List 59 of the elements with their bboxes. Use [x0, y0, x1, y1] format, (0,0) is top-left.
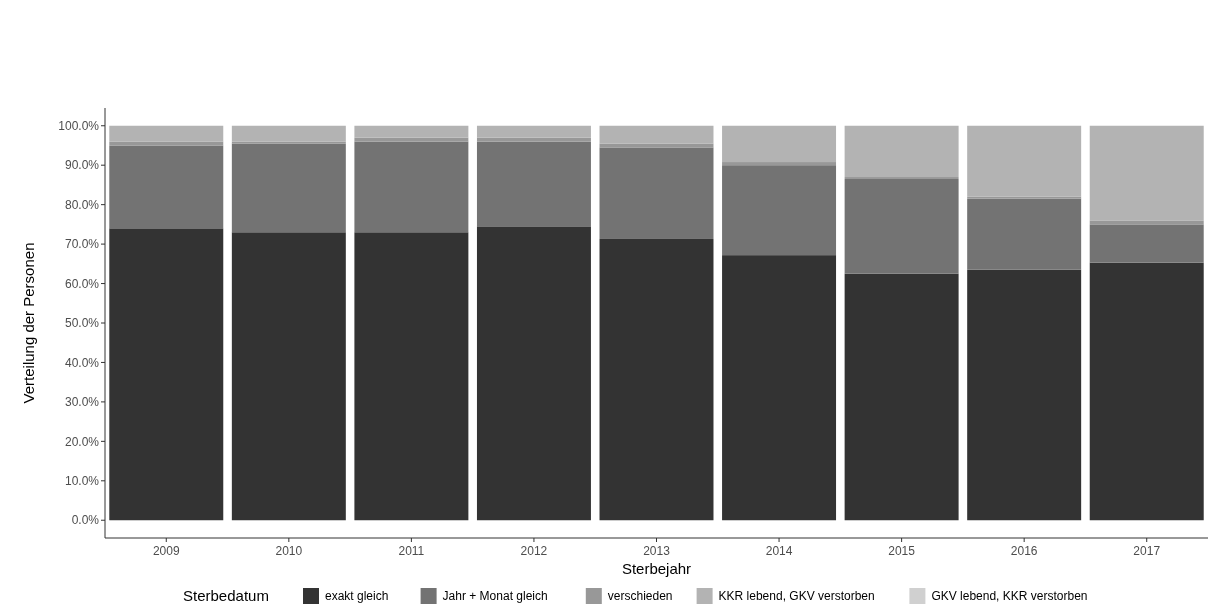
- y-tick-label: 80.0%: [64, 197, 100, 212]
- bar: [722, 162, 837, 166]
- y-tick-label: 0.0%: [71, 513, 100, 528]
- bar: [1089, 125, 1204, 221]
- bar: [1089, 220, 1204, 225]
- bar: [722, 165, 837, 256]
- x-tick-label: 2012: [520, 544, 548, 558]
- x-tick-label: 2016: [1010, 544, 1038, 558]
- bar: [844, 273, 959, 521]
- bar: [231, 232, 346, 521]
- y-tick-label: 10.0%: [64, 474, 100, 488]
- x-tick-label: 2011: [398, 544, 425, 558]
- bar: [231, 125, 346, 142]
- bar: [967, 125, 1082, 197]
- bar: [1089, 224, 1204, 263]
- bar: [599, 147, 714, 239]
- bar: [722, 125, 837, 163]
- y-tick-label: 100.0%: [58, 118, 100, 133]
- bar: [354, 125, 469, 138]
- y-tick-label: 50.0%: [64, 316, 100, 331]
- y-tick-label: 40.0%: [64, 355, 100, 370]
- bar: [599, 238, 714, 521]
- x-tick-label: 2009: [152, 544, 180, 558]
- y-tick-label: 60.0%: [64, 276, 100, 291]
- bar: [967, 269, 1082, 521]
- bar: [109, 145, 224, 229]
- legend-label: exakt gleich: [325, 589, 389, 604]
- bar: [354, 141, 469, 233]
- x-tick-label: 2017: [1133, 544, 1161, 558]
- bar: [476, 137, 591, 142]
- bar: [599, 125, 714, 144]
- bar: [1089, 262, 1204, 521]
- x-axis-title: Sterbejahr: [621, 560, 692, 577]
- y-tick-label: 70.0%: [64, 237, 100, 252]
- bar: [109, 125, 224, 142]
- y-tick-label: 20.0%: [64, 434, 100, 449]
- bar: [844, 179, 959, 274]
- x-tick-label: 2015: [888, 544, 916, 558]
- y-tick-label: 30.0%: [64, 395, 100, 410]
- bar: [354, 137, 469, 142]
- x-tick-label: 2014: [765, 544, 793, 558]
- legend-title: Sterbedatum: [183, 587, 269, 605]
- legend-label: verschieden: [607, 589, 673, 604]
- bar: [109, 228, 224, 521]
- x-tick-label: 2013: [643, 544, 671, 558]
- bar: [722, 255, 837, 521]
- y-tick-label: 90.0%: [64, 158, 100, 173]
- bar: [476, 125, 591, 138]
- y-axis-title: Verteilung der Personen: [20, 242, 37, 404]
- bar: [231, 143, 346, 233]
- legend-label: Jahr + Monat gleich: [442, 589, 548, 604]
- bar: [476, 226, 591, 521]
- bar: [844, 125, 959, 178]
- x-tick-label: 2010: [275, 544, 303, 558]
- bar: [354, 232, 469, 521]
- bar: [476, 141, 591, 227]
- legend-label: KKR lebend, GKV verstorben: [718, 589, 875, 604]
- legend-label: GKV lebend, KKR verstorben: [931, 589, 1088, 604]
- bar: [967, 198, 1082, 270]
